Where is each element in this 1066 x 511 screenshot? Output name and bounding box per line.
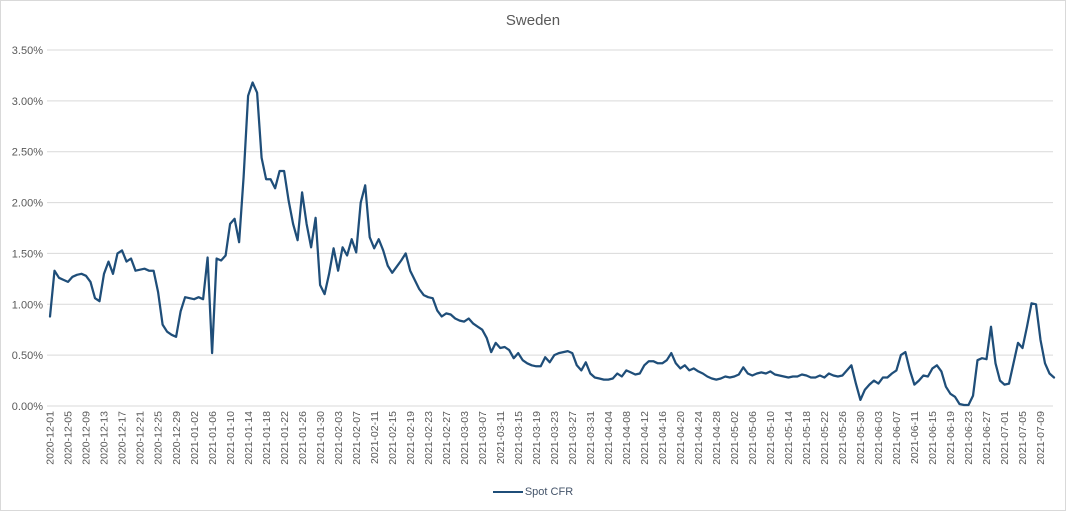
x-tick-label: 2021-07-09 — [1035, 411, 1047, 465]
x-tick-label: 2021-04-28 — [711, 411, 723, 465]
x-tick-label: 2020-12-25 — [153, 411, 165, 465]
x-tick-label: 2021-03-11 — [495, 411, 507, 464]
x-tick-label: 2021-01-02 — [189, 411, 201, 465]
x-tick-label: 2021-02-11 — [369, 411, 381, 464]
x-tick-label: 2021-04-12 — [639, 411, 651, 465]
x-tick-label: 2021-01-18 — [261, 411, 273, 465]
x-tick-label: 2020-12-29 — [171, 411, 183, 465]
x-tick-label: 2021-02-27 — [441, 411, 453, 465]
x-tick-label: 2020-12-09 — [81, 411, 93, 465]
x-tick-label: 2021-03-23 — [549, 411, 561, 465]
x-tick-label: 2020-12-21 — [135, 411, 147, 465]
x-tick-label: 2021-06-11 — [909, 411, 921, 464]
x-tick-label: 2021-05-14 — [783, 411, 795, 465]
x-tick-label: 2021-04-20 — [675, 411, 687, 465]
x-tick-label: 2021-04-04 — [603, 411, 615, 465]
x-tick-label: 2021-02-23 — [423, 411, 435, 465]
x-tick-label: 2021-03-03 — [459, 411, 471, 465]
series-line-spot-cfr — [48, 81, 1056, 407]
x-tick-label: 2021-06-23 — [963, 411, 975, 465]
y-tick-label: 1.50% — [12, 248, 43, 260]
x-tick-label: 2021-01-22 — [279, 411, 291, 465]
x-tick-label: 2021-01-30 — [315, 411, 327, 465]
x-tick-label: 2021-04-08 — [621, 411, 633, 465]
x-tick-label: 2021-05-02 — [729, 411, 741, 465]
x-tick-label: 2021-05-06 — [747, 411, 759, 465]
legend: Spot CFR — [1, 486, 1065, 498]
x-tick-label: 2021-03-19 — [531, 411, 543, 465]
legend-line-swatch — [492, 491, 523, 493]
chart-title: Sweden — [505, 12, 561, 29]
x-tick-label: 2021-06-03 — [873, 411, 885, 465]
x-tick-label: 2021-05-26 — [837, 411, 849, 465]
x-tick-label: 2020-12-13 — [99, 411, 111, 465]
y-tick-label: 3.50% — [12, 45, 43, 57]
x-tick-label: 2021-03-15 — [513, 411, 525, 465]
x-tick-label: 2021-04-24 — [693, 411, 705, 465]
x-tick-label: 2021-01-10 — [225, 411, 237, 465]
x-tick-label: 2021-06-27 — [981, 411, 993, 465]
x-tick-label: 2020-12-01 — [45, 411, 57, 465]
y-tick-label: 1.00% — [12, 299, 43, 311]
x-tick-label: 2020-12-17 — [117, 411, 129, 465]
y-tick-label: 2.00% — [12, 198, 43, 210]
x-tick-label: 2021-03-27 — [567, 411, 579, 465]
x-tick-label: 2021-01-14 — [243, 411, 255, 465]
legend-label: Spot CFR — [524, 486, 574, 498]
x-tick-label: 2021-02-03 — [333, 411, 345, 465]
x-tick-label: 2021-05-30 — [855, 411, 867, 465]
x-tick-label: 2021-01-26 — [297, 411, 309, 465]
x-tick-label: 2021-01-06 — [207, 411, 219, 465]
x-tick-label: 2021-04-16 — [657, 411, 669, 465]
x-tick-label: 2020-12-05 — [63, 411, 75, 465]
y-tick-label: 0.00% — [12, 401, 43, 413]
x-tick-label: 2021-06-07 — [891, 411, 903, 465]
x-tick-label: 2021-07-05 — [1017, 411, 1029, 465]
x-tick-label: 2021-03-07 — [477, 411, 489, 465]
y-tick-label: 3.00% — [12, 96, 43, 108]
x-tick-label: 2021-05-18 — [801, 411, 813, 465]
x-tick-label: 2021-06-15 — [927, 411, 939, 465]
x-tick-label: 2021-02-15 — [387, 411, 399, 465]
x-tick-label: 2021-05-22 — [819, 411, 831, 465]
x-tick-label: 2021-03-31 — [585, 411, 597, 465]
x-tick-label: 2021-06-19 — [945, 411, 957, 465]
y-tick-label: 0.50% — [12, 350, 43, 362]
y-tick-label: 2.50% — [12, 147, 43, 159]
x-tick-label: 2021-07-01 — [999, 411, 1011, 465]
x-tick-label: 2021-02-19 — [405, 411, 417, 465]
x-tick-label: 2021-02-07 — [351, 411, 363, 465]
x-tick-label: 2021-05-10 — [765, 411, 777, 465]
